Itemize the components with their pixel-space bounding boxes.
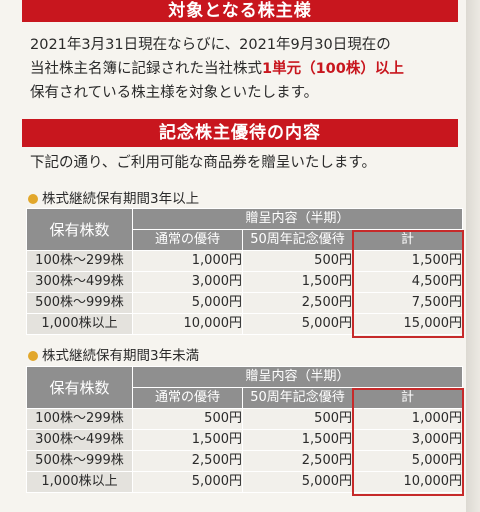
total-cell: 10,000円 (351, 471, 464, 493)
benefit-title: 記念株主優待の内容 (159, 123, 321, 143)
table-row: 300株～499株 1,500円 1,500円 3,000円 (26, 429, 464, 451)
total-cell: 7,500円 (351, 292, 464, 314)
header-anniversary: 50周年記念優待 (242, 387, 353, 409)
bullet-dot-icon (28, 351, 38, 361)
eligible-title: 対象となる株主様 (168, 1, 312, 21)
shares-cell: 500株～999株 (26, 450, 133, 472)
benefit-banner: 記念株主優待の内容 (22, 119, 458, 147)
regular-cell: 5,000円 (132, 471, 243, 493)
table-row: 1,000株以上 10,000円 5,000円 15,000円 (26, 313, 464, 335)
unit-highlight: 1単元（100株）以上 (262, 61, 404, 77)
anniversary-cell: 1,500円 (242, 429, 353, 451)
shares-cell: 300株～499株 (26, 429, 133, 451)
header-total: 計 (351, 387, 464, 409)
anniversary-cell: 5,000円 (242, 471, 353, 493)
document-page: 対象となる株主様 2021年3月31日現在ならびに、2021年9月30日現在の … (22, 0, 464, 496)
header-holdings: 保有株数 (26, 208, 133, 251)
eligible-line-1: 2021年3月31日現在ならびに、2021年9月30日現在の (30, 37, 391, 53)
header-group: 贈呈内容（半期） (131, 208, 464, 230)
table-row: 100株～299株 1,000円 500円 1,500円 (26, 250, 464, 272)
total-cell: 3,000円 (351, 429, 464, 451)
benefit-table-under-3yrs: 保有株数 贈呈内容（半期） 通常の優待 50周年記念優待 計 100株～299株… (26, 366, 464, 493)
header-holdings: 保有株数 (26, 366, 133, 409)
total-cell: 4,500円 (351, 271, 464, 293)
benefit-table-3yrs-plus: 保有株数 贈呈内容（半期） 通常の優待 50周年記念優待 計 100株～299株… (26, 208, 464, 335)
eligible-line-2: 当社株主名簿に記録された当社株式1単元（100株）以上 (30, 58, 404, 80)
regular-cell: 5,000円 (132, 292, 243, 314)
header-regular: 通常の優待 (132, 229, 243, 251)
eligible-line-2-text: 当社株主名簿に記録された当社株式 (30, 61, 262, 77)
header-regular: 通常の優待 (132, 387, 243, 409)
header-total: 計 (351, 229, 464, 251)
header-group: 贈呈内容（半期） (131, 366, 464, 388)
shares-cell: 1,000株以上 (26, 313, 133, 335)
header-anniversary: 50周年記念優待 (242, 229, 353, 251)
shares-cell: 500株～999株 (26, 292, 133, 314)
anniversary-cell: 5,000円 (242, 313, 353, 335)
total-cell: 5,000円 (351, 450, 464, 472)
total-cell: 1,500円 (351, 250, 464, 272)
table-2-title: 株式継続保有期間3年未満 (28, 344, 199, 364)
table-2-title-text: 株式継続保有期間3年未満 (42, 348, 200, 364)
regular-cell: 3,000円 (132, 271, 243, 293)
table-row: 500株～999株 2,500円 2,500円 5,000円 (26, 450, 464, 472)
table-row: 100株～299株 500円 500円 1,000円 (26, 408, 464, 430)
table-row: 300株～499株 3,000円 1,500円 4,500円 (26, 271, 464, 293)
benefit-intro: 下記の通り、ご利用可能な商品券を贈呈いたします。 (30, 155, 376, 171)
shares-cell: 100株～299株 (26, 408, 133, 430)
eligible-line-3: 保有されている株主様を対象といたします。 (30, 85, 319, 101)
anniversary-cell: 500円 (242, 408, 353, 430)
anniversary-cell: 500円 (242, 250, 353, 272)
total-cell: 1,000円 (351, 408, 464, 430)
regular-cell: 10,000円 (132, 313, 243, 335)
anniversary-cell: 2,500円 (242, 450, 353, 472)
bullet-dot-icon (28, 194, 38, 204)
anniversary-cell: 1,500円 (242, 271, 353, 293)
shares-cell: 300株～499株 (26, 271, 133, 293)
regular-cell: 500円 (132, 408, 243, 430)
regular-cell: 2,500円 (132, 450, 243, 472)
table-row: 1,000株以上 5,000円 5,000円 10,000円 (26, 471, 464, 493)
table-row: 500株～999株 5,000円 2,500円 7,500円 (26, 292, 464, 314)
regular-cell: 1,000円 (132, 250, 243, 272)
table-1-title-text: 株式継続保有期間3年以上 (42, 191, 200, 207)
regular-cell: 1,500円 (132, 429, 243, 451)
adjacent-page-edge (466, 0, 480, 512)
shares-cell: 1,000株以上 (26, 471, 133, 493)
total-cell: 15,000円 (351, 313, 464, 335)
shares-cell: 100株～299株 (26, 250, 133, 272)
table-1-title: 株式継続保有期間3年以上 (28, 187, 199, 207)
eligible-shareholders-banner: 対象となる株主様 (22, 0, 458, 22)
anniversary-cell: 2,500円 (242, 292, 353, 314)
